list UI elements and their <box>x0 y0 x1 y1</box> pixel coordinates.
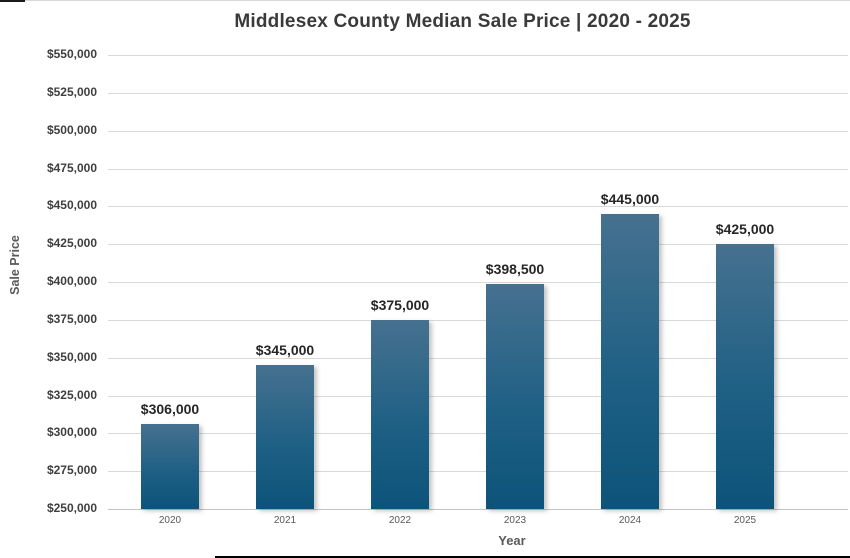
gridline <box>108 130 848 132</box>
y-tick-label: $350,000 <box>46 349 97 364</box>
y-tick-label: $550,000 <box>46 47 97 61</box>
bottom-border-segment <box>215 556 850 558</box>
x-tick-label: 2024 <box>618 515 642 526</box>
bar-2021 <box>256 365 314 509</box>
bar-2024 <box>601 213 659 509</box>
top-border-line <box>0 0 850 1</box>
x-axis-title: Year <box>498 533 526 548</box>
bar-2023 <box>486 284 544 509</box>
bar-value-label: $425,000 <box>715 221 775 238</box>
x-tick-label: 2020 <box>158 515 182 526</box>
y-tick-label: $300,000 <box>46 425 97 440</box>
y-tick-label: $375,000 <box>46 311 97 326</box>
bar-value-label: $398,500 <box>485 261 545 278</box>
y-tick-label: $525,000 <box>46 84 97 99</box>
bar-value-label: $306,000 <box>140 401 200 418</box>
gridline <box>108 357 848 359</box>
gridline <box>108 282 848 283</box>
gridline <box>108 471 848 473</box>
bar-value-label: $445,000 <box>600 190 660 207</box>
x-axis-line <box>108 509 848 510</box>
gridline <box>108 92 848 94</box>
y-axis-title: Sale Price <box>8 235 22 295</box>
plot-area: $306,000 2020 $345,000 2021 $375,000 2022 $398… <box>108 55 850 526</box>
bar-2022 <box>371 319 429 509</box>
gridline <box>108 168 848 170</box>
bar-2020 <box>141 424 199 509</box>
bar-value-label: $375,000 <box>370 296 430 313</box>
gridline <box>108 206 848 208</box>
bar-value-label: $345,000 <box>255 342 315 359</box>
y-tick-label: $475,000 <box>46 160 97 175</box>
y-tick-label: $250,000 <box>46 501 97 515</box>
bar-2025 <box>716 244 774 509</box>
gridline <box>108 395 848 397</box>
x-tick-label: 2021 <box>273 515 297 526</box>
y-tick-label: $425,000 <box>46 236 97 251</box>
y-tick-label: $275,000 <box>46 463 97 478</box>
x-tick-label: 2023 <box>503 515 527 526</box>
chart-title: Middlesex County Median Sale Price | 202… <box>234 11 691 32</box>
gridline <box>108 244 848 246</box>
y-tick-label: $400,000 <box>46 274 97 288</box>
gridline <box>108 55 848 56</box>
y-tick-label: $500,000 <box>46 122 97 137</box>
gridline <box>108 433 848 435</box>
y-tick-label: $325,000 <box>46 387 97 402</box>
top-left-border-segment <box>0 0 25 2</box>
gridline <box>108 319 848 321</box>
x-tick-label: 2022 <box>388 515 412 526</box>
y-tick-label: $450,000 <box>46 198 97 213</box>
x-tick-label: 2025 <box>733 515 757 526</box>
